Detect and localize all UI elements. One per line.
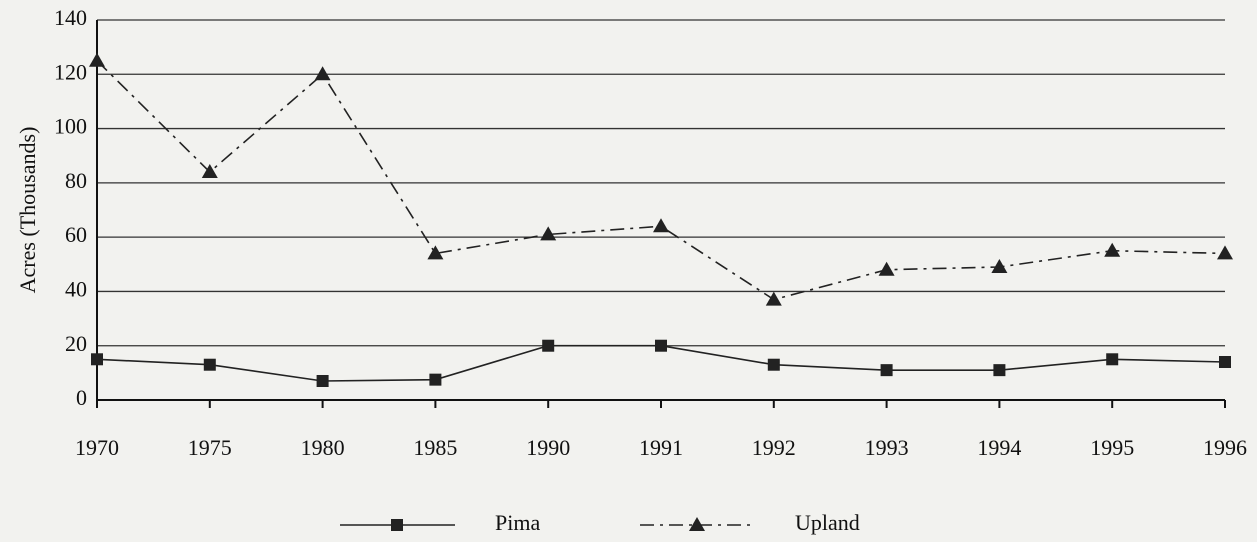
x-tick-label: 1970 [75,435,119,460]
data-point [91,353,103,366]
data-point [991,259,1008,273]
y-tick-label: 140 [54,5,87,30]
data-point [429,373,442,386]
data-point [765,291,782,306]
data-point [201,164,218,178]
data-point [203,358,216,371]
data-point [878,261,895,276]
x-tick-label: 1990 [526,435,570,460]
y-tick-label: 40 [65,276,87,301]
data-point [427,245,444,260]
series-line [96,60,1226,301]
data-point [767,358,780,371]
x-tick-label: 1985 [413,435,457,460]
x-tick-label: 1991 [639,435,683,460]
y-tick-label: 100 [54,114,87,139]
y-tick-label: 20 [65,331,87,356]
y-tick-label: 0 [76,385,87,410]
data-point [1104,242,1121,257]
legend-marker [689,517,705,531]
data-point [314,66,331,81]
data-point [316,375,329,387]
x-tick-label: 1994 [977,435,1021,460]
x-tick-label: 1992 [752,435,796,460]
legend-marker [391,519,403,531]
legend-label: Pima [495,510,540,535]
data-point [1219,356,1231,368]
data-point [542,339,555,352]
y-tick-label: 80 [65,168,87,193]
data-point [880,364,893,377]
x-tick-label: 1993 [865,435,909,460]
data-point [89,52,105,67]
data-point [655,339,667,352]
x-tick-label: 1980 [301,435,345,460]
data-point [540,226,557,241]
y-axis-label: Acres (Thousands) [15,127,40,294]
y-tick-label: 120 [54,59,87,84]
data-point [993,364,1006,377]
data-point [1106,353,1119,366]
x-tick-label: 1996 [1203,435,1247,460]
data-point [1217,245,1233,260]
x-tick-label: 1995 [1090,435,1134,460]
data-point [653,218,669,233]
x-tick-label: 1975 [188,435,232,460]
y-tick-label: 60 [65,222,87,247]
legend-label: Upland [795,510,860,535]
